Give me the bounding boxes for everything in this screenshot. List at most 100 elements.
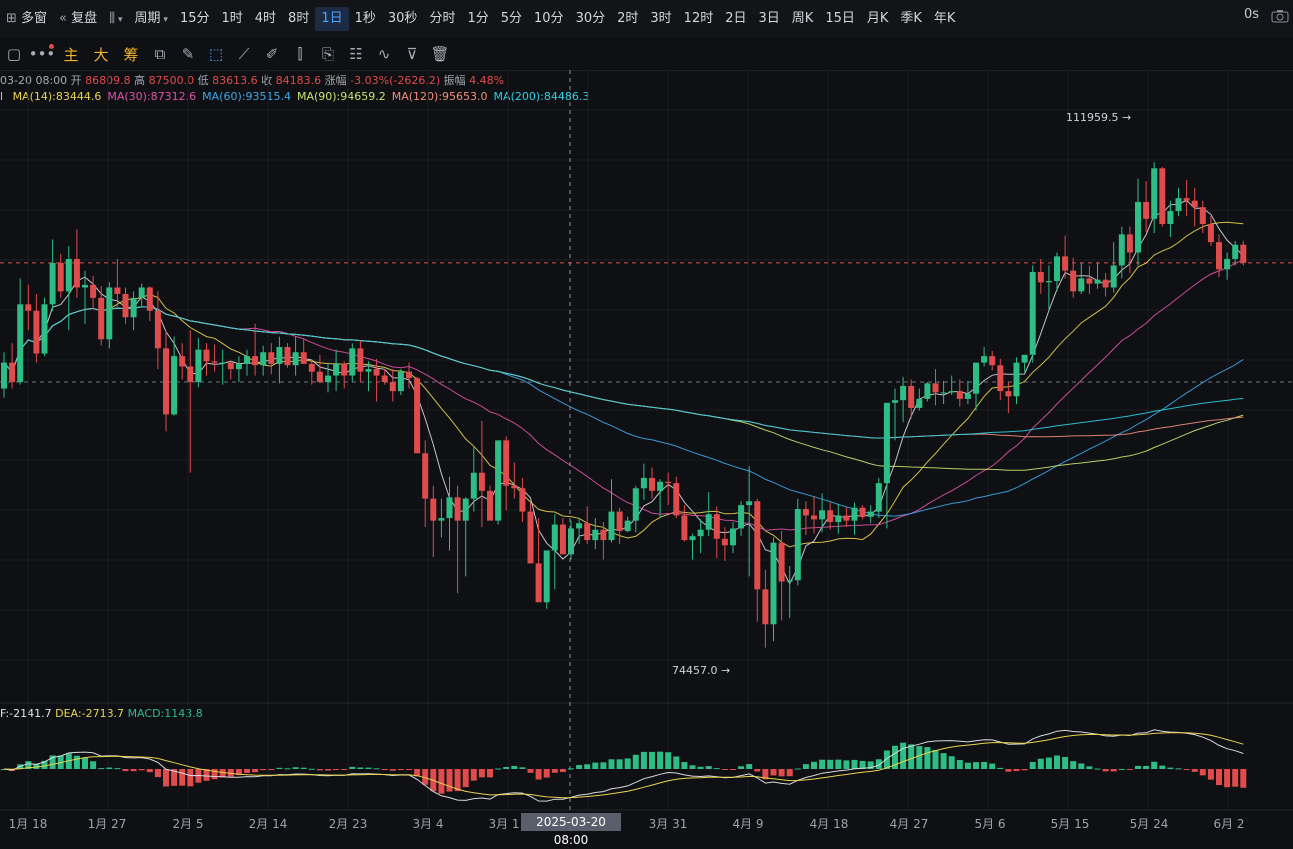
candle-body bbox=[325, 375, 331, 383]
candle-body bbox=[1183, 198, 1190, 201]
interval-17[interactable]: 周K bbox=[791, 11, 814, 26]
candle-body bbox=[268, 352, 275, 364]
macd-bar bbox=[632, 754, 639, 769]
period-dropdown[interactable]: 周期 ▾ bbox=[134, 11, 168, 26]
candle-body bbox=[867, 511, 874, 517]
compare-icon[interactable]: ⎘ bbox=[321, 45, 334, 63]
candle-body bbox=[1199, 207, 1206, 224]
macd-bar bbox=[875, 759, 882, 769]
interval-20[interactable]: 季K bbox=[900, 11, 922, 26]
interval-16[interactable]: 3日 bbox=[758, 11, 780, 26]
interval-5[interactable]: 1秒 bbox=[354, 11, 376, 26]
macd-bar bbox=[389, 769, 396, 771]
candle-body bbox=[1151, 168, 1158, 219]
macd-bar bbox=[25, 761, 32, 769]
interval-2[interactable]: 4时 bbox=[254, 11, 277, 26]
candle-body bbox=[940, 392, 947, 394]
macd-value: MACD:1143.8 bbox=[127, 707, 203, 720]
candle-body bbox=[1013, 362, 1020, 397]
candle-body bbox=[600, 529, 607, 541]
settings-pen-icon[interactable]: ✎ bbox=[181, 45, 195, 63]
macd-bar bbox=[924, 747, 931, 769]
candle-body bbox=[608, 511, 615, 541]
interval-list: 15分 1时 4时 8时 1日 1秒 30秒 分时 1分 5分 10分 30分 2时 3时 12时 2日 3日周… bbox=[174, 7, 962, 31]
interval-4[interactable]: 1日 bbox=[315, 7, 349, 31]
candle-body bbox=[1045, 281, 1052, 283]
candle-body bbox=[770, 542, 777, 625]
high-value: 87500.0 bbox=[148, 74, 195, 87]
candle-body bbox=[341, 363, 348, 376]
macd-bar bbox=[462, 769, 469, 788]
macd-bar bbox=[292, 767, 299, 769]
candle-body bbox=[535, 563, 542, 603]
macd-bar bbox=[1143, 765, 1150, 769]
multi-window-button[interactable]: ⊞ 多窗 bbox=[6, 11, 48, 26]
ruler-icon[interactable]: ⟋ bbox=[238, 45, 250, 63]
x-tick-label: 6月 2 bbox=[1213, 817, 1245, 831]
interval-19[interactable]: 月K bbox=[866, 11, 889, 26]
chip-distribution-toggle[interactable]: 筹 bbox=[123, 45, 139, 64]
ma-legend: l MA(14):83444.6 MA(30):87312.6 MA(60):935… bbox=[0, 90, 590, 103]
macd-bar bbox=[1054, 755, 1060, 769]
candle-body bbox=[1078, 278, 1085, 292]
macd-bar bbox=[770, 769, 777, 776]
macd-bar bbox=[762, 769, 769, 780]
interval-12[interactable]: 2时 bbox=[617, 11, 639, 26]
trash-icon[interactable]: 🗑 bbox=[430, 45, 450, 63]
chart-type-button[interactable]: ⫼ ▾ bbox=[103, 7, 128, 31]
macd-bar bbox=[244, 769, 250, 773]
interval-9[interactable]: 5分 bbox=[500, 11, 523, 26]
candles-icon[interactable]: ⫿ bbox=[297, 45, 303, 63]
macd-bar bbox=[454, 769, 461, 792]
candle-body bbox=[948, 391, 955, 393]
interval-6[interactable]: 30秒 bbox=[387, 11, 418, 26]
candle-body bbox=[49, 262, 56, 305]
candle-body bbox=[138, 287, 145, 298]
macd-bar bbox=[138, 769, 145, 771]
interval-3[interactable]: 8时 bbox=[288, 11, 310, 26]
macd-bar bbox=[851, 759, 858, 769]
macd-bar bbox=[478, 769, 485, 778]
camera-icon[interactable] bbox=[1271, 9, 1289, 23]
candle-body bbox=[819, 510, 826, 520]
filter-icon[interactable]: ⊽ bbox=[406, 45, 418, 63]
cursor-icon[interactable]: ⬚ bbox=[208, 45, 224, 63]
candle-body bbox=[1232, 244, 1239, 259]
more-icon[interactable]: ••• bbox=[28, 44, 56, 63]
candle-body bbox=[543, 550, 550, 603]
interval-14[interactable]: 12时 bbox=[683, 11, 714, 26]
main-chart-toggle[interactable]: 主 bbox=[63, 45, 79, 64]
interval-11[interactable]: 30分 bbox=[575, 11, 606, 26]
macd-bar bbox=[414, 769, 421, 777]
replay-button[interactable]: « 复盘 bbox=[59, 11, 98, 26]
macd-bar bbox=[503, 767, 510, 769]
candle-body bbox=[179, 356, 186, 367]
interval-15[interactable]: 2日 bbox=[725, 11, 747, 26]
interval-1[interactable]: 1时 bbox=[221, 11, 243, 26]
candle-body bbox=[875, 483, 882, 512]
top-bar: ⊞ 多窗 « 复盘 ⫼ ▾ 周期 ▾ 15分 1时 4时 8时 1日 1秒 30秒 分时 1分 5… bbox=[0, 0, 1293, 39]
brush-icon[interactable]: ✐ bbox=[265, 45, 279, 63]
interval-13[interactable]: 3时 bbox=[650, 11, 672, 26]
interval-21[interactable]: 年K bbox=[933, 11, 956, 26]
large-order-toggle[interactable]: 大 bbox=[93, 45, 109, 64]
text-toggle-icon[interactable]: ⧉ bbox=[154, 45, 166, 63]
macd-bar bbox=[1167, 767, 1174, 769]
interval-8[interactable]: 1分 bbox=[467, 11, 489, 26]
interval-18[interactable]: 15日 bbox=[825, 11, 855, 26]
interval-10[interactable]: 10分 bbox=[534, 11, 564, 26]
square-icon[interactable]: ▢ bbox=[6, 45, 22, 63]
interval-0[interactable]: 15分 bbox=[179, 11, 210, 26]
interval-7[interactable]: 分时 bbox=[429, 11, 456, 26]
notes-icon[interactable]: ☷ bbox=[349, 45, 363, 63]
macd-bar bbox=[568, 768, 574, 770]
macd-bar bbox=[932, 749, 939, 769]
macd-bar bbox=[122, 769, 129, 772]
macd-dif: F:-2141.7 bbox=[0, 707, 52, 720]
macd-bar bbox=[1029, 761, 1036, 769]
indicator-icon[interactable]: ∿ bbox=[377, 45, 391, 63]
candle-body bbox=[989, 356, 996, 366]
ma-line-5 bbox=[3, 199, 1244, 585]
x-tick-label: 1月 18 bbox=[8, 817, 48, 831]
